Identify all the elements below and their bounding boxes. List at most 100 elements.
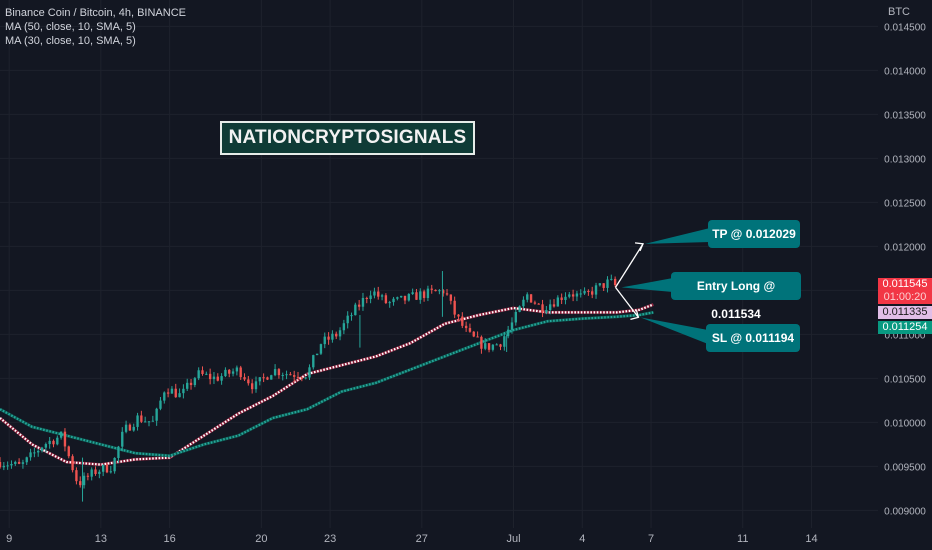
candle-body (445, 293, 449, 295)
candle-body (484, 343, 487, 349)
candle-body (365, 297, 368, 299)
candle (304, 377, 307, 380)
candle (29, 448, 32, 461)
candle (484, 338, 487, 351)
candle-body (537, 303, 540, 305)
tp-callout[interactable]: TP @ 0.012029 (708, 220, 800, 248)
entry-callout-pointer (621, 278, 673, 292)
candle-body (591, 291, 594, 295)
sl-callout[interactable]: SL @ 0.011194 (706, 324, 800, 352)
candle-body (235, 367, 239, 372)
price-tick-label: 0.009500 (884, 462, 926, 473)
candle-body (6, 465, 9, 467)
candle-body (388, 302, 391, 304)
price-tick-label: 0.010500 (884, 374, 926, 385)
candle-body (33, 452, 36, 454)
candle-body (128, 424, 132, 431)
candle-body (21, 462, 25, 464)
time-tick-label: 4 (579, 533, 585, 545)
candle (472, 330, 475, 338)
candle (522, 296, 525, 309)
candle (82, 472, 86, 489)
candle (396, 296, 399, 301)
ma-line (0, 311, 654, 457)
candle (228, 369, 231, 378)
candle-body (201, 370, 204, 375)
candle (109, 466, 112, 474)
candle-body (315, 353, 319, 356)
candle (124, 420, 128, 434)
candle-body (109, 471, 112, 473)
watermark-banner: NATIONCRYPTOSIGNALS (220, 121, 475, 155)
countdown-tag: 01:00:20 (878, 291, 932, 304)
candle (212, 372, 216, 384)
candle-body (392, 298, 395, 303)
candle-body (541, 304, 544, 313)
ma50-legend[interactable]: MA (50, close, 10, SMA, 5) (5, 21, 136, 33)
candle (541, 299, 544, 318)
candle (338, 327, 342, 341)
candle-body (140, 415, 143, 422)
candle (327, 332, 330, 345)
candle-body (568, 294, 571, 297)
candle (564, 292, 567, 305)
candle-body (610, 278, 613, 280)
symbol-title[interactable]: Binance Coin / Bitcoin, 4h, BINANCE (5, 7, 186, 19)
sl-arrow-line (615, 287, 639, 318)
candle-body (491, 344, 495, 350)
candle (529, 293, 533, 303)
candle-body (457, 314, 460, 317)
candle-body (208, 373, 212, 380)
candle-body (67, 446, 70, 457)
candle (407, 293, 411, 302)
candle (281, 372, 284, 381)
candle-body (579, 293, 582, 295)
candle (587, 289, 590, 296)
candle (480, 335, 483, 354)
candle-body (186, 382, 189, 389)
candle-body (247, 379, 250, 384)
candle-body (155, 408, 158, 421)
time-axis[interactable]: 9 13 16 20 23 27 Jul 4 7 11 14 (6, 533, 818, 545)
candle-body (44, 444, 48, 448)
candle (193, 376, 197, 388)
candle (71, 454, 74, 473)
candle-body (40, 447, 44, 451)
candle-body (514, 311, 517, 323)
candle-body (518, 306, 521, 312)
candle-body (10, 463, 13, 466)
candle (579, 289, 582, 298)
candle (365, 296, 368, 304)
ma30-legend[interactable]: MA (30, close, 10, SMA, 5) (5, 35, 136, 47)
candle-body (495, 344, 498, 346)
candle (289, 371, 292, 376)
candle (380, 293, 384, 301)
candle (552, 299, 556, 308)
candle-body (174, 388, 177, 398)
candle (75, 467, 78, 485)
candle-body (506, 329, 510, 337)
candle-body (220, 376, 223, 381)
candle (537, 303, 540, 305)
candle-body (430, 288, 433, 290)
candle (186, 378, 189, 392)
price-axis[interactable]: 0.009000 0.009500 0.010000 0.010500 0.011000… (884, 22, 926, 517)
candle (239, 365, 242, 380)
candle (453, 296, 456, 319)
candle (308, 364, 311, 381)
candle-body (105, 464, 109, 473)
time-tick-label: 16 (164, 533, 176, 545)
price-tick-label: 0.010000 (884, 418, 926, 429)
time-tick-label: 11 (737, 533, 748, 545)
candle (155, 407, 158, 426)
price-tick-label: 0.013500 (884, 110, 926, 121)
candle (174, 383, 177, 398)
candle-body (59, 431, 63, 438)
candle (117, 445, 120, 463)
candle-body (48, 440, 51, 445)
candle (98, 469, 101, 479)
entry-callout[interactable]: Entry Long @ 0.011534 (671, 272, 801, 321)
candle (399, 295, 403, 298)
candle (79, 476, 82, 488)
